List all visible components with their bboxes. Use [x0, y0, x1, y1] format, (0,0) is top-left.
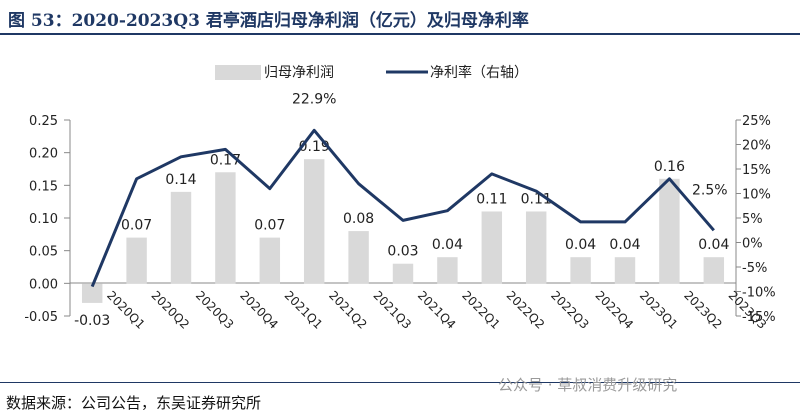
margin-line-layer	[90, 128, 715, 288]
watermark: 公众号 · 草叔消费升级研究	[498, 376, 678, 394]
right-tick-label: 25%	[742, 114, 771, 129]
profit-bar	[126, 237, 147, 284]
profit-bar	[570, 257, 591, 284]
profit-bar	[215, 172, 236, 284]
footer-divider	[0, 382, 800, 383]
source-note: 数据来源：公司公告，东吴证券研究所	[6, 394, 262, 412]
profit-bar	[525, 211, 547, 284]
profit-bar	[81, 283, 103, 303]
figure-title: 图 53：2020-2023Q3 君亭酒店归母净利润（亿元）及归母净利率	[8, 11, 529, 31]
profit-bar-label: 0.11	[476, 191, 507, 207]
x-axis-label: 2022Q1	[459, 288, 503, 332]
profit-bar	[392, 263, 414, 284]
legend-bar-swatch	[215, 65, 261, 80]
profit-bar-label: 0.04	[565, 237, 596, 253]
profit-bar-label: 0.08	[343, 211, 374, 227]
right-tick-label: 5%	[742, 212, 763, 227]
right-tick-label: 10%	[742, 188, 771, 203]
left-axis-ticks: 0.25 0.20 0.15 0.10 0.05 0.00 -0.05	[24, 114, 70, 325]
x-axis-label: 2022Q2	[504, 288, 548, 332]
profit-bar-label: -0.03	[74, 313, 110, 329]
right-tick-label: -10%	[742, 286, 776, 301]
right-tick-label: 20%	[742, 139, 771, 154]
left-tick-label: 0.20	[29, 147, 58, 162]
x-axis-label: 2021Q4	[415, 288, 459, 332]
profit-bar-label: 0.07	[121, 218, 152, 234]
left-tick-label: 0.15	[29, 179, 58, 194]
margin-point-labels: 22.9% 2.5%	[292, 91, 728, 198]
right-axis-ticks: 25% 20% 15% 10% 5% 0% -5% -10% -15%	[736, 114, 776, 325]
profit-bar-label: 0.04	[698, 237, 729, 253]
profit-bar-label: 0.03	[387, 244, 418, 260]
x-axis-label: 2020Q3	[193, 288, 237, 332]
x-axis-label: 2020Q1	[104, 288, 148, 332]
x-axis-labels: 2020Q1 2020Q2 2020Q3 2020Q4 2021Q1 2021Q2 2021…	[104, 288, 769, 332]
x-axis-label: 2022Q4	[592, 288, 636, 332]
combo-chart: 归母净利润 净利率（右轴） 0.25 0.20 0.15 0.10 0.05 0.00 -0…	[24, 64, 775, 332]
profit-bar	[259, 237, 281, 284]
left-tick-label: 0.10	[29, 212, 58, 227]
left-tick-label: 0.25	[29, 114, 58, 129]
right-tick-label: -5%	[742, 261, 767, 276]
plot-area: 0.25 0.20 0.15 0.10 0.05 0.00 -0.05 25% 20% 15% 1…	[24, 91, 775, 332]
profit-bar	[614, 257, 636, 284]
right-tick-label: -15%	[742, 310, 776, 325]
profit-bar-label: 0.07	[254, 218, 285, 234]
legend-bar-label: 归母净利润	[264, 64, 334, 81]
profit-bar	[659, 178, 680, 284]
profit-bar-label: 0.04	[609, 237, 640, 253]
profit-bar	[170, 191, 192, 284]
profit-bar	[481, 211, 503, 284]
margin-point-label: 2.5%	[692, 182, 728, 198]
x-axis-label: 2023Q2	[681, 288, 725, 332]
profit-bar-label: 0.16	[654, 159, 685, 175]
left-tick-label: -0.05	[24, 310, 58, 325]
profit-bar	[303, 159, 325, 284]
left-tick-label: 0.05	[29, 245, 58, 260]
right-tick-label: 15%	[742, 163, 771, 178]
profit-bar-label: 0.14	[165, 172, 196, 188]
x-axis-label: 2020Q2	[148, 288, 192, 332]
margin-point-label: 22.9%	[292, 91, 336, 107]
title-divider	[0, 33, 800, 35]
profit-bar-label: 0.04	[432, 237, 463, 253]
x-axis-label: 2021Q2	[326, 288, 370, 332]
left-tick-label: 0.00	[29, 277, 58, 292]
legend-line-label: 净利率（右轴）	[430, 64, 528, 81]
profit-bar-label: 0.19	[299, 139, 330, 155]
profit-bar-labels: -0.030.070.140.170.070.190.080.03 0.040.1…	[74, 139, 729, 329]
profit-bar	[703, 257, 725, 284]
x-axis-label: 2020Q4	[237, 288, 281, 332]
profit-bars	[81, 159, 725, 303]
profit-bar	[437, 257, 458, 284]
legend: 归母净利润 净利率（右轴）	[215, 64, 528, 81]
x-axis-label: 2021Q3	[370, 288, 414, 332]
right-tick-label: 0%	[742, 237, 763, 252]
x-axis-label: 2023Q1	[637, 288, 681, 332]
profit-bar	[348, 231, 369, 284]
x-axis-label: 2022Q3	[548, 288, 592, 332]
x-axis-label: 2021Q1	[282, 288, 326, 332]
